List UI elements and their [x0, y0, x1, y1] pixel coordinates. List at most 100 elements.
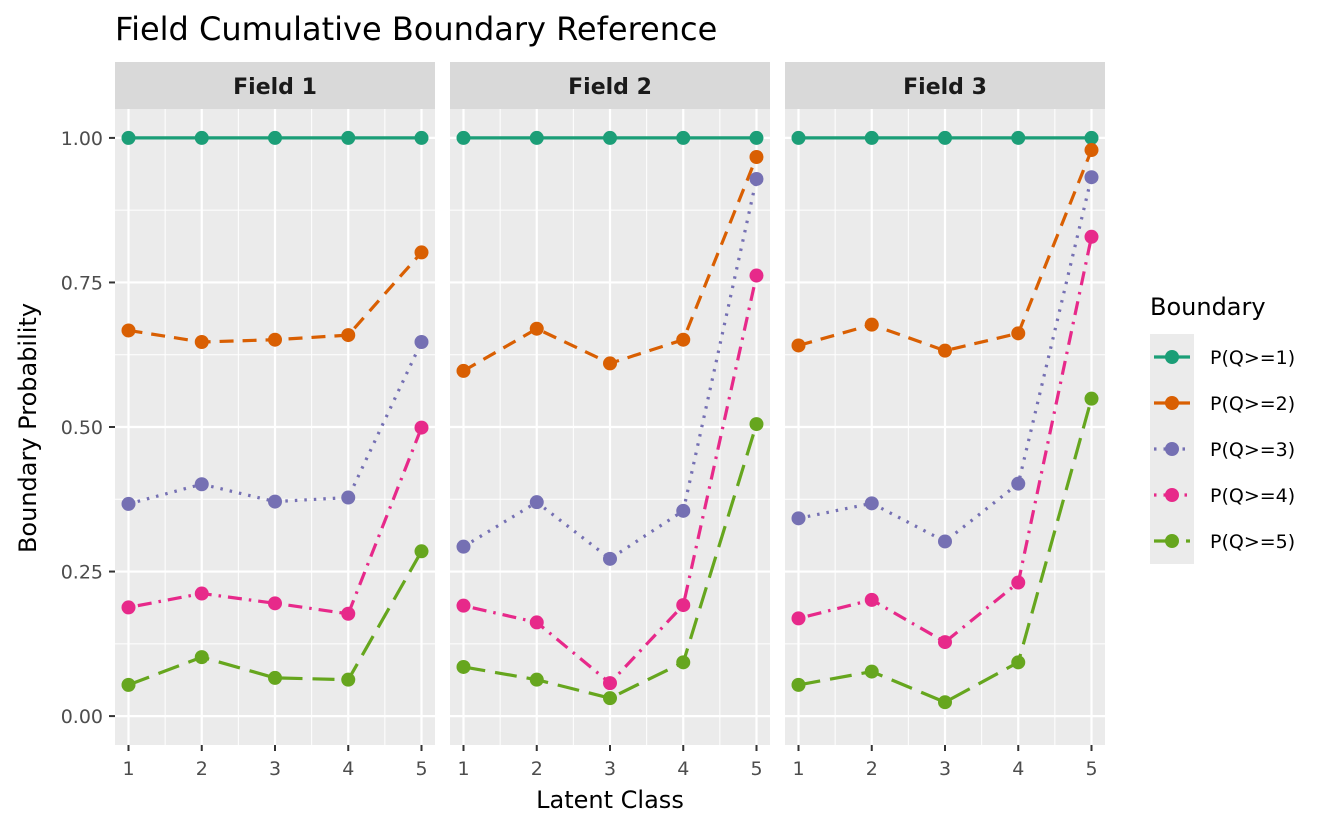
y-axis-title: Boundary Probability: [14, 303, 42, 553]
legend-label: P(Q>=4): [1210, 485, 1295, 507]
data-point: [791, 130, 806, 145]
data-point: [749, 149, 764, 164]
legend-key-point: [1165, 442, 1179, 456]
data-point: [194, 130, 209, 145]
data-point: [1011, 476, 1026, 491]
x-tick-label: 3: [604, 758, 616, 780]
panel-strip-label: Field 3: [903, 75, 987, 100]
data-point: [1084, 391, 1099, 406]
series-line-P(Q>=4): [798, 236, 1094, 644]
data-point: [529, 130, 544, 145]
series-line-P(Q>=4): [128, 427, 423, 616]
data-point: [864, 496, 879, 511]
data-point: [938, 130, 952, 145]
data-point: [1084, 130, 1099, 145]
y-tick-label: 0.50: [61, 417, 103, 439]
data-point: [938, 343, 952, 358]
series-line-P(Q>=2): [798, 149, 1093, 353]
data-point: [456, 598, 471, 613]
data-point: [194, 586, 209, 601]
data-point: [414, 420, 429, 435]
data-point: [268, 494, 282, 509]
data-point: [603, 356, 617, 371]
data-point: [1084, 143, 1099, 158]
panel-1: Field 1: [115, 62, 435, 745]
x-tick-label: 2: [531, 758, 543, 780]
legend-label: P(Q>=5): [1210, 531, 1295, 553]
panel-strip-label: Field 2: [568, 75, 652, 100]
y-axis: 0.00 0.25 0.50 0.75 1.00: [61, 128, 115, 728]
panel-strip: [115, 62, 435, 109]
panel-strip-label: Field 1: [233, 75, 317, 100]
legend-label: P(Q>=1): [1210, 347, 1295, 369]
data-point: [676, 598, 691, 613]
x-tick-label: 2: [196, 758, 208, 780]
data-point: [341, 606, 356, 621]
panel-strip: [450, 62, 770, 109]
data-point: [864, 664, 879, 679]
data-point: [341, 328, 356, 343]
data-point: [268, 130, 282, 145]
series-line-P(Q>=3): [462, 178, 759, 561]
data-point: [1011, 575, 1026, 590]
data-point: [1011, 326, 1026, 341]
series-line-P(Q>=3): [798, 176, 1094, 544]
x-tick-label: 5: [1085, 758, 1097, 780]
x-tick-label: 3: [269, 758, 281, 780]
data-point: [938, 635, 952, 650]
data-point: [603, 130, 617, 145]
x-tick-label: 1: [457, 758, 469, 780]
data-point: [749, 130, 764, 145]
data-point: [676, 655, 691, 670]
panel-strip: [785, 62, 1105, 109]
data-point: [456, 363, 471, 378]
x-tick-label: 4: [677, 758, 689, 780]
data-point: [414, 335, 429, 350]
data-point: [603, 676, 617, 691]
data-point: [603, 691, 617, 706]
legend-key-point: [1165, 488, 1179, 502]
data-point: [268, 596, 282, 611]
data-point: [749, 171, 764, 186]
x-tick-label: 5: [750, 758, 762, 780]
legend-key-point: [1165, 350, 1179, 364]
x-tick-label: 5: [415, 758, 427, 780]
legend-key-point: [1165, 396, 1179, 410]
data-point: [194, 650, 209, 665]
data-point: [529, 321, 544, 336]
data-point: [864, 317, 879, 332]
data-point: [791, 511, 806, 526]
data-point: [529, 615, 544, 630]
data-point: [414, 130, 429, 145]
legend-label: P(Q>=3): [1210, 439, 1295, 461]
series-line-P(Q>=5): [127, 550, 423, 687]
data-point: [456, 130, 471, 145]
data-point: [791, 611, 806, 626]
data-point: [121, 323, 136, 338]
data-point: [341, 490, 356, 505]
x-tick-label: 4: [342, 758, 354, 780]
data-point: [749, 268, 764, 283]
data-point: [676, 130, 691, 145]
data-point: [791, 677, 806, 692]
y-tick-label: 0.75: [61, 272, 103, 294]
x-tick-label: 3: [939, 758, 951, 780]
data-point: [121, 677, 136, 692]
data-point: [414, 245, 429, 260]
legend: Boundary P(Q>=1) P(Q>=2) P(Q>=3) P(Q>=4) P(Q…: [1150, 293, 1295, 564]
data-point: [341, 672, 356, 687]
panel-2: Field 2: [450, 62, 770, 745]
data-point: [1084, 170, 1099, 185]
x-tick-label: 1: [122, 758, 134, 780]
x-tick-label: 4: [1012, 758, 1024, 780]
data-point: [529, 495, 544, 510]
data-point: [791, 338, 806, 353]
series-line-P(Q>=5): [798, 398, 1094, 704]
legend-title: Boundary: [1150, 293, 1266, 321]
legend-key-point: [1165, 534, 1179, 548]
data-point: [194, 335, 209, 350]
y-tick-label: 0.00: [61, 706, 103, 728]
data-point: [121, 600, 136, 615]
data-point: [121, 130, 136, 145]
